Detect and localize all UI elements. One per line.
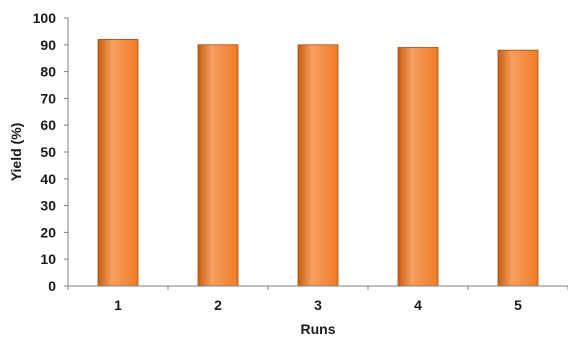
bars-layer — [97, 39, 539, 287]
y-tick-label: 20 — [40, 224, 56, 240]
bar-run-4 — [397, 47, 439, 287]
x-tick-label: 2 — [214, 297, 222, 313]
y-axis-title: Yield (%) — [8, 123, 24, 182]
x-tick-label: 3 — [314, 297, 322, 313]
y-tick-label: 80 — [40, 64, 56, 80]
labels-layer: Runs Yield (%) — [8, 123, 336, 337]
y-tick-label: 70 — [40, 90, 56, 106]
bar-run-5 — [497, 49, 539, 287]
y-tick-label: 30 — [40, 198, 56, 214]
bar-run-1 — [97, 39, 139, 287]
x-axis-title: Runs — [301, 321, 336, 337]
y-tick-label: 40 — [40, 171, 56, 187]
y-tick-label: 100 — [33, 10, 57, 26]
x-tick-label: 1 — [114, 297, 122, 313]
y-tick-label: 10 — [40, 251, 56, 267]
y-tick-label: 90 — [40, 37, 56, 53]
x-tick-label: 5 — [514, 297, 522, 313]
axes-layer: 0 10 20 30 40 50 60 70 80 90 100 1 2 3 4 5 — [33, 10, 568, 313]
y-tick-label: 60 — [40, 117, 56, 133]
y-tick-label: 0 — [48, 278, 56, 294]
bar-run-2 — [197, 44, 239, 287]
bar-run-3 — [297, 44, 339, 287]
x-tick-label: 4 — [414, 297, 422, 313]
y-tick-label: 50 — [40, 144, 56, 160]
